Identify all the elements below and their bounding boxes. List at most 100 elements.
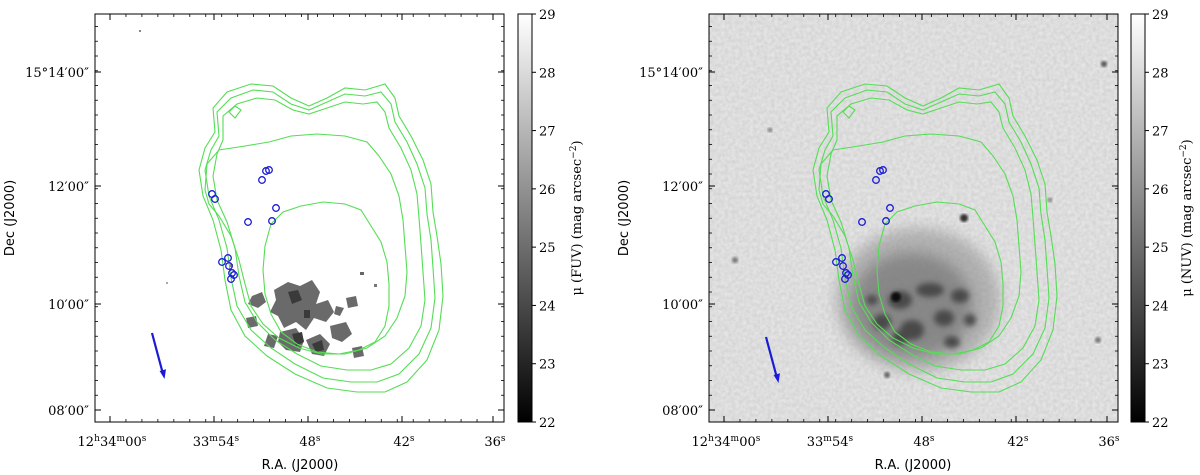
source-marker bbox=[268, 217, 276, 225]
source-marker bbox=[218, 258, 226, 266]
nuv-knot bbox=[866, 295, 878, 305]
arrow-head bbox=[773, 373, 780, 383]
x-tick-label: 42s bbox=[1007, 434, 1029, 450]
fuv-colorbar: 22 23 24 25 26 27 28 29 μ (FUV) (mag arcsec−2) bbox=[517, 8, 585, 431]
nuv-panel: 12h 34m 00s 33m 54s 48s 42s 36s 08′00″ 10… bbox=[639, 13, 1120, 450]
nuv-diffuse-core bbox=[852, 253, 972, 357]
hi-contour bbox=[818, 133, 1022, 355]
nuv-colorbar-label: μ (NUV) (mag arcsec−2) bbox=[1179, 139, 1195, 296]
hi-contour bbox=[198, 83, 444, 393]
source-marker bbox=[839, 262, 847, 270]
source-marker bbox=[272, 204, 280, 212]
source-marker bbox=[838, 254, 846, 262]
y-tick-label: 10′00″ bbox=[662, 298, 703, 313]
source-marker bbox=[882, 217, 890, 225]
fuv-speck bbox=[166, 282, 168, 284]
colorbar-tick-label: 26 bbox=[539, 183, 556, 198]
colorbar-tick-label: 29 bbox=[1152, 8, 1169, 23]
colorbar-tick-label: 25 bbox=[539, 241, 556, 256]
y-tick-label: 08′00″ bbox=[662, 404, 703, 419]
x-tick-label: 48s bbox=[913, 434, 935, 450]
colorbar-tick-label: 23 bbox=[539, 358, 556, 373]
source-marker bbox=[872, 176, 880, 184]
hi-contour bbox=[204, 89, 436, 383]
nuv-point-source bbox=[1101, 61, 1107, 67]
fuv-colorbar-label: μ (FUV) (mag arcsec−2) bbox=[569, 140, 585, 295]
fuv-x-axis-label: R.A. (J2000) bbox=[262, 458, 339, 473]
colorbar-tick-label: 27 bbox=[539, 125, 556, 140]
source-marker bbox=[225, 262, 233, 270]
colorbar-tick-label: 23 bbox=[1152, 358, 1169, 373]
hi-contour bbox=[826, 97, 1040, 371]
source-marker bbox=[211, 195, 219, 203]
colorbar-tick-label: 29 bbox=[539, 8, 556, 23]
source-marker bbox=[858, 218, 866, 226]
nuv-knot bbox=[964, 314, 976, 326]
nuv-point-source bbox=[767, 127, 773, 133]
hi-contour bbox=[812, 83, 1058, 393]
nuv-point-source bbox=[960, 214, 968, 222]
fuv-markers bbox=[208, 166, 280, 283]
x-tick-label: 12h 34m 00s bbox=[692, 434, 761, 450]
nuv-ticks: 12h 34m 00s 33m 54s 48s 42s 36s 08′00″ 10… bbox=[639, 14, 1120, 450]
nuv-colorbar-gradient bbox=[1130, 13, 1146, 423]
nuv-bright-source bbox=[891, 292, 901, 302]
hi-contour bbox=[228, 105, 242, 119]
x-tick-label: 42s bbox=[393, 434, 415, 450]
colorbar-tick-label: 28 bbox=[539, 66, 556, 81]
colorbar-tick-label: 27 bbox=[1152, 125, 1169, 140]
x-tick-label: 33m 54s bbox=[807, 434, 854, 450]
fuv-arrow bbox=[150, 332, 166, 379]
arrow-head bbox=[159, 369, 166, 379]
x-tick-label: 36s bbox=[484, 434, 506, 450]
nuv-knot bbox=[934, 310, 954, 326]
nuv-knot bbox=[944, 336, 960, 348]
nuv-point-source bbox=[884, 372, 890, 378]
nuv-point-source bbox=[1047, 197, 1053, 203]
hi-contour bbox=[818, 89, 1050, 383]
fuv-colorbar-gradient bbox=[517, 13, 533, 423]
fuv-y-axis-label: Dec (J2000) bbox=[3, 180, 18, 256]
fuv-bright-knot bbox=[288, 290, 302, 304]
colorbar-tick-label: 24 bbox=[1152, 299, 1169, 314]
nuv-colorbar-ticks: 22 23 24 25 26 27 28 29 bbox=[1145, 8, 1169, 431]
x-tick-label: 12h 34m 00s bbox=[78, 434, 147, 450]
fuv-clump bbox=[330, 322, 352, 342]
colorbar-tick-label: 24 bbox=[539, 299, 556, 314]
colorbar-tick-label: 22 bbox=[539, 416, 556, 431]
x-tick-label: 48s bbox=[299, 434, 321, 450]
y-tick-label: 08′00″ bbox=[48, 404, 89, 419]
fuv-clump bbox=[346, 296, 358, 308]
colorbar-tick-label: 25 bbox=[1152, 241, 1169, 256]
hi-contour bbox=[876, 201, 1004, 355]
colorbar-tick-label: 22 bbox=[1152, 416, 1169, 431]
fuv-ticks: 12h 34m 00s 33m 54s 48s 42s 36s 08′00″ 10… bbox=[25, 14, 506, 450]
nuv-knot bbox=[873, 314, 891, 330]
nuv-colorbar: 22 23 24 25 26 27 28 29 μ (NUV) (mag arcsec−2) bbox=[1130, 8, 1195, 431]
hi-contour bbox=[204, 133, 408, 355]
source-marker bbox=[832, 258, 840, 266]
source-marker bbox=[244, 218, 252, 226]
nuv-x-axis-label: R.A. (J2000) bbox=[875, 458, 952, 473]
nuv-knot bbox=[892, 331, 908, 345]
fuv-speck bbox=[230, 264, 233, 267]
y-tick-label: 10′00″ bbox=[48, 298, 89, 313]
nuv-contours bbox=[812, 83, 1058, 393]
hi-contour bbox=[262, 201, 390, 355]
y-tick-label: 15°14′00″ bbox=[639, 66, 703, 81]
fuv-panel: 12h 34m 00s 33m 54s 48s 42s 36s 08′00″ 10… bbox=[25, 13, 506, 450]
source-marker bbox=[265, 166, 273, 174]
fuv-bright-knot bbox=[312, 340, 324, 352]
nuv-arrow bbox=[764, 336, 780, 383]
fuv-bright-knot bbox=[304, 310, 310, 318]
source-marker bbox=[230, 271, 238, 279]
source-marker bbox=[825, 195, 833, 203]
nuv-knot bbox=[951, 289, 969, 303]
fuv-contours bbox=[198, 83, 444, 393]
y-tick-label: 12′00″ bbox=[48, 180, 89, 195]
y-tick-label: 15°14′00″ bbox=[25, 66, 89, 81]
hi-contour bbox=[212, 97, 426, 371]
fuv-speck bbox=[374, 284, 377, 287]
fuv-emission bbox=[139, 30, 377, 358]
